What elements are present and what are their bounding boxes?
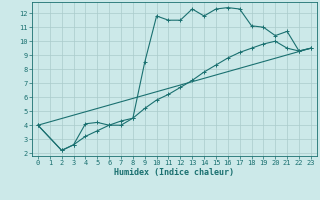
X-axis label: Humidex (Indice chaleur): Humidex (Indice chaleur) — [115, 168, 234, 177]
